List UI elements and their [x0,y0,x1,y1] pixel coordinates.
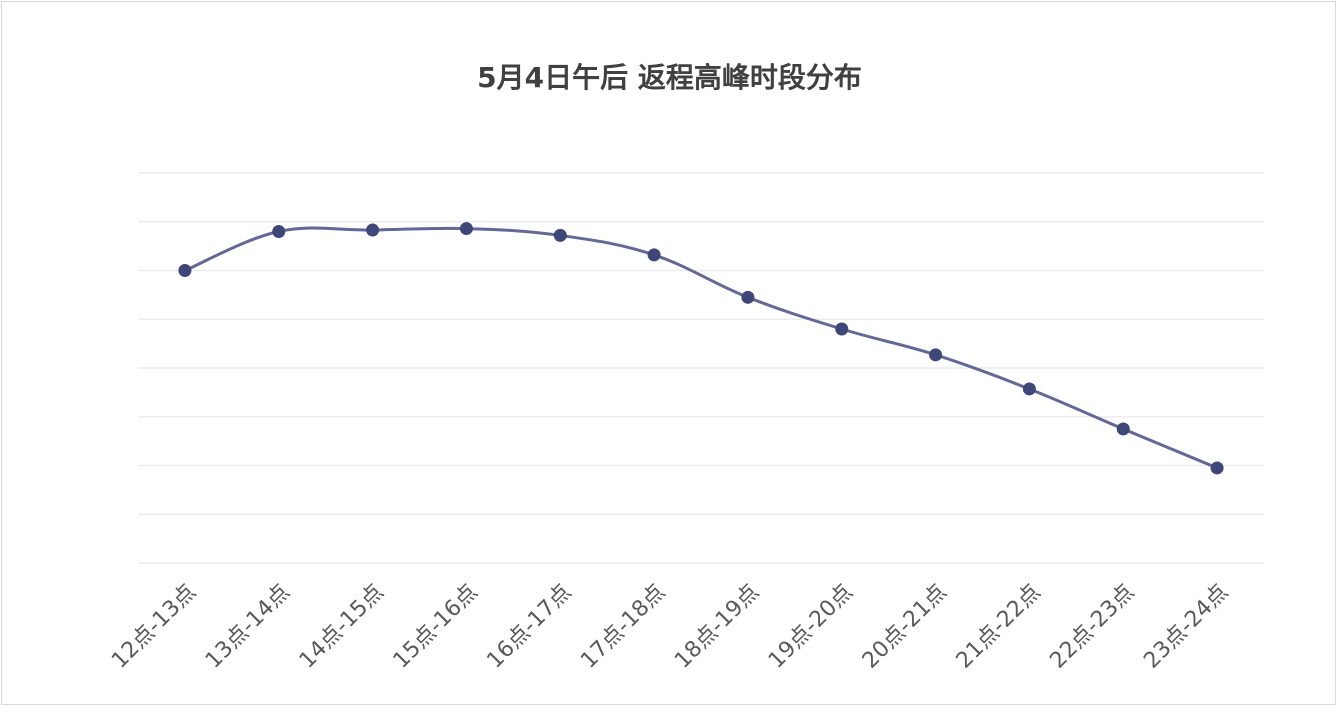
data-point [741,290,755,304]
x-tick-label: 20点-21点 [858,580,952,674]
x-tick-label: 21点-22点 [952,580,1046,674]
data-point [553,228,567,242]
chart-title: 5月4日午后 返程高峰时段分布 [477,61,862,94]
x-tick-label: 15点-16点 [389,580,483,674]
data-point [929,348,943,362]
data-point [647,248,661,262]
data-points [178,222,1224,475]
series-line [184,226,1218,470]
data-point [1116,422,1130,436]
data-point [272,225,286,238]
x-tick-label: 22点-23点 [1045,580,1139,674]
data-point [459,222,473,236]
x-tick-label: 18点-19点 [670,580,764,674]
x-tick-label: 19点-20点 [764,580,858,674]
gridlines [138,172,1264,564]
x-axis-ticks: 12点-13点 13点-14点 14点-15点 15点-16点 16点-17点 17点-1… [107,580,1233,674]
data-point [835,322,849,336]
chart-frame [1,1,1336,705]
x-tick-label: 12点-13点 [107,580,201,674]
data-point [366,223,380,237]
x-tick-label: 14点-15点 [295,580,389,674]
x-tick-label: 17点-18点 [576,580,670,674]
x-tick-label: 16点-17点 [482,580,576,674]
data-point [178,264,192,277]
data-point [1022,382,1036,396]
x-tick-label: 23点-24点 [1139,580,1233,674]
x-tick-label: 13点-14点 [201,580,295,674]
data-point [1210,461,1224,475]
